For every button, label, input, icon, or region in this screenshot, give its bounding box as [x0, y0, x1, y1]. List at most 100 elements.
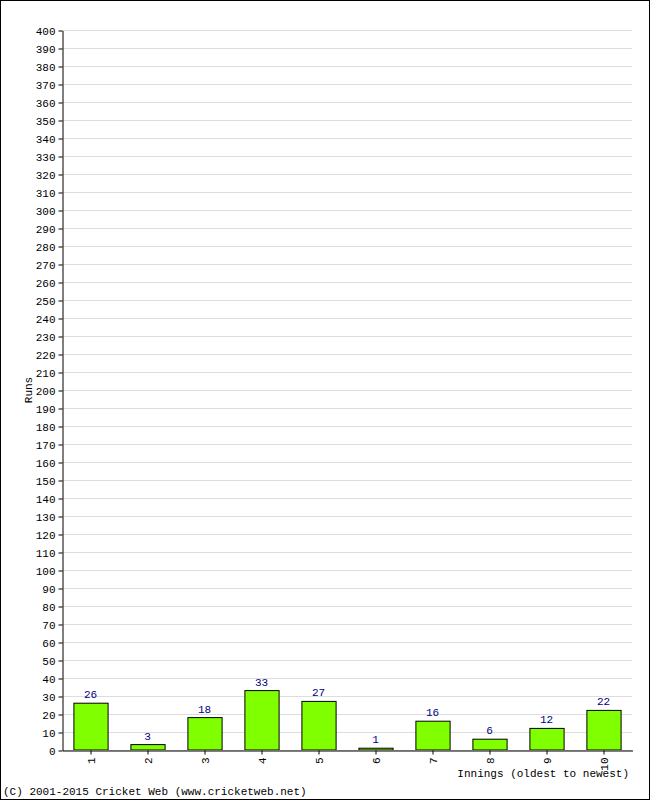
tick-label: 60: [42, 638, 55, 650]
grid-line: [62, 282, 632, 283]
tick: 30: [42, 692, 62, 704]
bar: [74, 703, 108, 750]
tick-mark: [59, 517, 63, 518]
tick: 2: [143, 751, 155, 765]
grid-line: [62, 264, 632, 265]
data-label: 26: [84, 689, 97, 701]
grid: [62, 31, 632, 751]
bar: [416, 721, 450, 750]
tick-label: 100: [36, 566, 56, 578]
tick-mark: [59, 139, 63, 140]
tick-mark: [59, 463, 63, 464]
tick-label: 6: [371, 758, 383, 765]
bar: [188, 718, 222, 750]
tick-label: 1: [86, 757, 98, 764]
tick-mark: [59, 211, 63, 212]
data-label: 12: [540, 714, 553, 726]
tick: 360: [36, 98, 63, 110]
tick-mark: [547, 751, 548, 755]
tick: 230: [36, 332, 63, 344]
tick-label: 4: [257, 757, 269, 764]
data-label: 18: [198, 704, 211, 716]
tick-label: 290: [36, 224, 56, 236]
grid-line: [62, 300, 632, 301]
tick-mark: [59, 427, 63, 428]
grid-line: [62, 552, 632, 553]
tick: 80: [42, 602, 62, 614]
tick-mark: [59, 193, 63, 194]
tick: 210: [36, 368, 63, 380]
tick-label: 20: [42, 710, 55, 722]
tick: 3: [200, 751, 212, 765]
grid-line: [62, 678, 632, 679]
tick-mark: [59, 499, 63, 500]
tick-label: 360: [36, 98, 56, 110]
tick-label: 370: [36, 80, 56, 92]
tick: 290: [36, 224, 63, 236]
tick: 100: [36, 566, 63, 578]
tick: 140: [36, 494, 63, 506]
grid-line: [62, 372, 632, 373]
grid-line: [62, 588, 632, 589]
tick: 260: [36, 278, 63, 290]
grid-line: [62, 444, 632, 445]
bars: [74, 691, 621, 750]
bar: [302, 701, 336, 750]
tick: 340: [36, 134, 63, 146]
tick-mark: [59, 265, 63, 266]
tick-mark: [59, 283, 63, 284]
y-axis: 0102030405060708090100110120130140150160…: [36, 26, 63, 758]
grid-line: [62, 516, 632, 517]
data-label: 3: [144, 731, 151, 743]
tick: 6: [371, 751, 383, 765]
tick-label: 10: [42, 728, 55, 740]
grid-line: [62, 228, 632, 229]
axis-line: [63, 31, 64, 751]
grid-line: [62, 390, 632, 391]
data-label: 27: [312, 687, 325, 699]
tick: 7: [428, 751, 440, 765]
tick-mark: [59, 157, 63, 158]
tick-mark: [59, 247, 63, 248]
tick-label: 150: [36, 476, 56, 488]
tick-mark: [59, 643, 63, 644]
tick: 9: [542, 751, 554, 765]
bar: [587, 710, 621, 750]
grid-line: [62, 156, 632, 157]
grid-line: [62, 102, 632, 103]
tick: 400: [36, 26, 63, 38]
tick-label: 110: [36, 548, 56, 560]
grid-line: [62, 696, 632, 697]
tick: 240: [36, 314, 63, 326]
tick-label: 200: [36, 386, 56, 398]
tick-label: 380: [36, 62, 56, 74]
tick-mark: [59, 733, 63, 734]
tick-mark: [59, 301, 63, 302]
tick-mark: [59, 103, 63, 104]
tick: 390: [36, 44, 63, 56]
tick: 150: [36, 476, 63, 488]
tick-label: 190: [36, 404, 56, 416]
tick-label: 350: [36, 116, 56, 128]
tick: 200: [36, 386, 63, 398]
grid-line: [62, 624, 632, 625]
tick: 110: [36, 548, 63, 560]
tick-label: 250: [36, 296, 56, 308]
tick-label: 320: [36, 170, 56, 182]
tick-label: 280: [36, 242, 56, 254]
data-label: 33: [255, 677, 268, 689]
tick: 120: [36, 530, 63, 542]
data-label: 6: [486, 725, 493, 737]
grid-line: [62, 192, 632, 193]
grid-line: [62, 426, 632, 427]
tick-mark: [59, 571, 63, 572]
grid-line: [62, 66, 632, 67]
tick-mark: [205, 751, 206, 755]
tick-mark: [59, 715, 63, 716]
tick: 60: [42, 638, 62, 650]
grid-line: [62, 660, 632, 661]
tick: 40: [42, 674, 62, 686]
tick-label: 300: [36, 206, 56, 218]
grid-line: [62, 318, 632, 319]
tick-mark: [59, 553, 63, 554]
